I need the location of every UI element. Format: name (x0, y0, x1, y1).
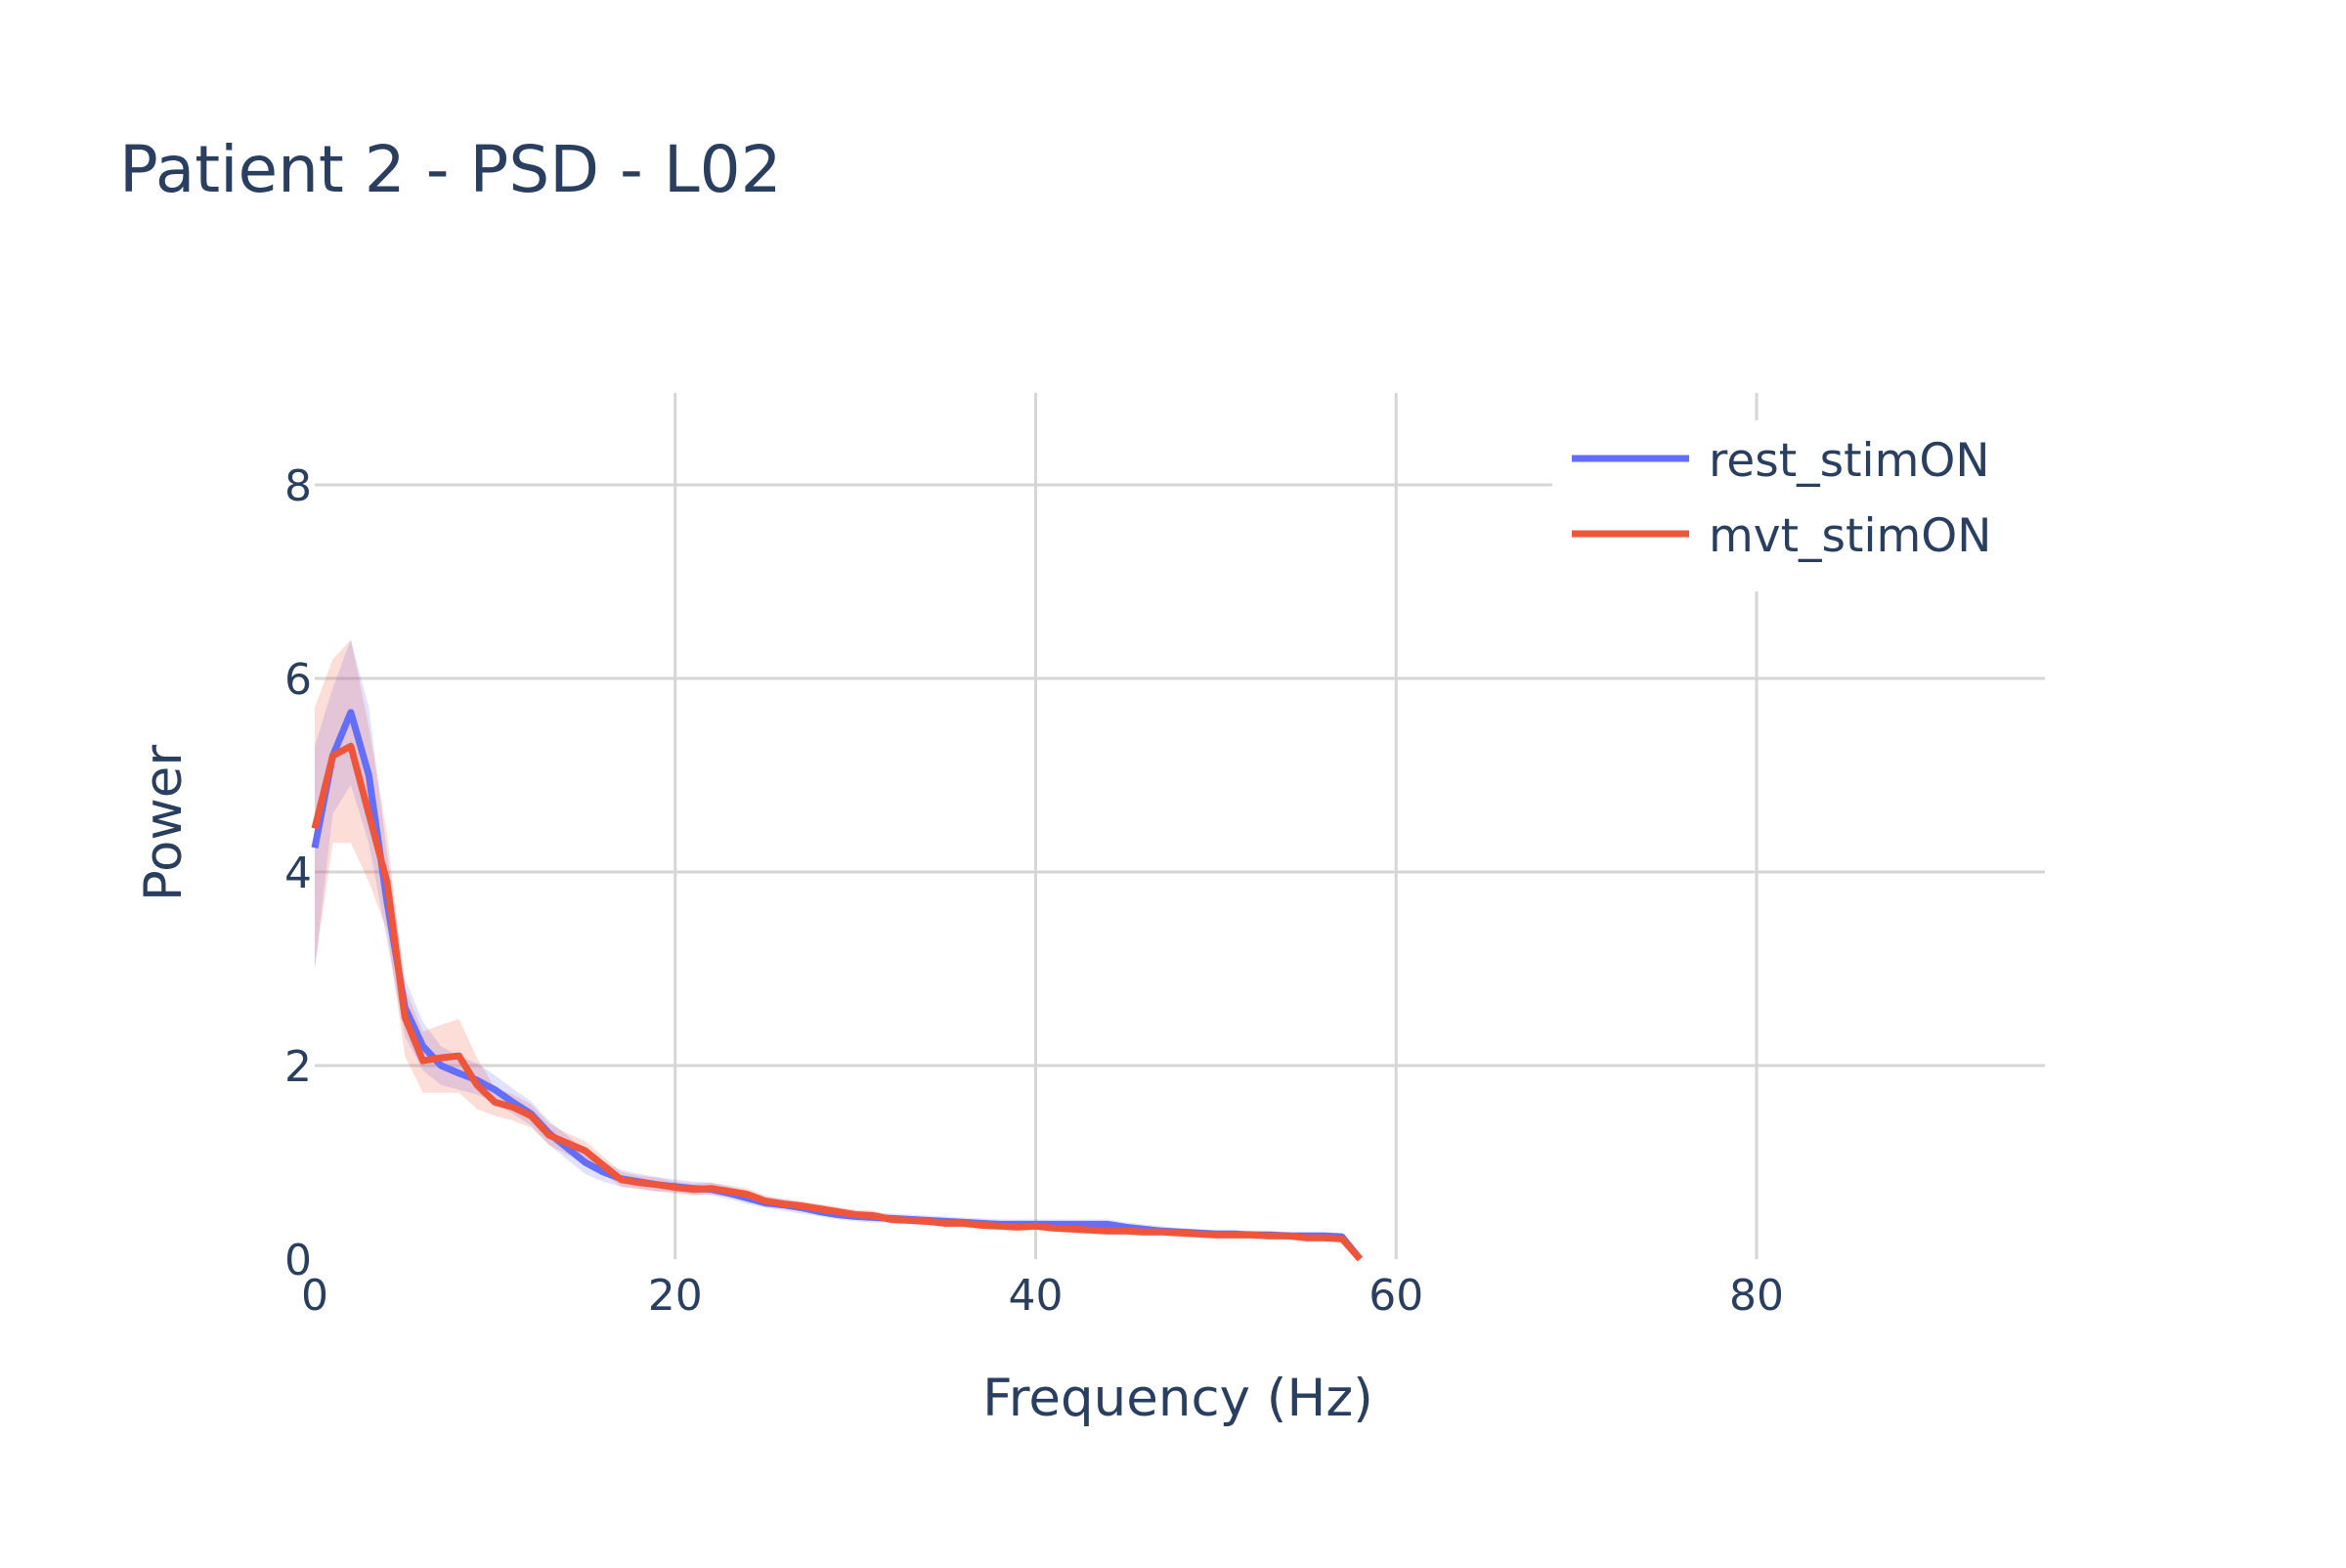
series-lines (311, 709, 1364, 1262)
y-axis-title: Power (134, 745, 194, 901)
axis-ticks: 0 20 40 60 80 0 2 4 6 8 (284, 461, 1784, 1321)
legend-label-rest-stimon: rest_stimON (1709, 434, 1990, 488)
y-tick-label-0: 0 (284, 1236, 312, 1285)
chart-title: Patient 2 - PSD - L02 (119, 132, 782, 207)
y-tick-label-6: 6 (284, 655, 312, 705)
x-axis-title: Frequency (Hz) (982, 1369, 1373, 1428)
legend-background (1552, 420, 2063, 591)
legend-label-mvt-stimon: mvt_stimON (1709, 509, 1991, 563)
y-tick-label-8: 8 (284, 461, 312, 511)
x-tick-label-20: 20 (648, 1271, 703, 1321)
x-tick-label-60: 60 (1368, 1271, 1423, 1321)
x-tick-label-40: 40 (1009, 1271, 1064, 1321)
x-tick-label-80: 80 (1729, 1271, 1784, 1321)
series-line-mvt-stimon (311, 742, 1364, 1262)
y-tick-label-4: 4 (284, 849, 312, 898)
legend-item-mvt-stimon[interactable]: mvt_stimON (1572, 509, 1991, 563)
legend[interactable]: rest_stimON mvt_stimON (1552, 420, 2063, 591)
x-tick-label-0: 0 (301, 1271, 328, 1321)
y-tick-label-2: 2 (284, 1042, 312, 1092)
legend-item-rest-stimon[interactable]: rest_stimON (1572, 434, 1990, 488)
